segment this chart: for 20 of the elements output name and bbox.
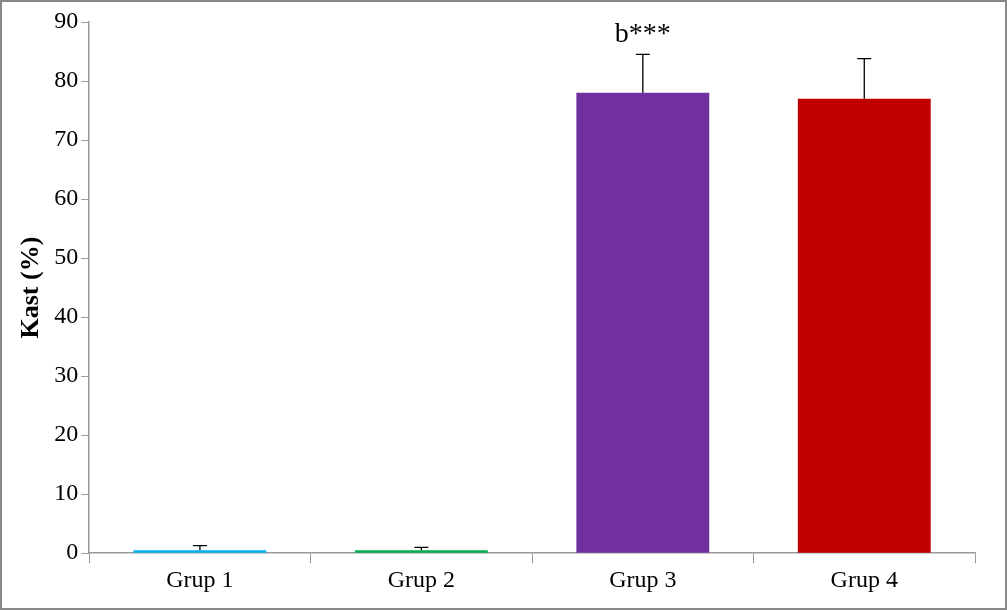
x-tick-label: Grup 3 bbox=[609, 565, 677, 592]
y-tick-label: 20 bbox=[54, 420, 79, 447]
bar bbox=[354, 550, 488, 553]
y-tick-label: 60 bbox=[54, 184, 79, 211]
y-tick-label: 90 bbox=[54, 7, 79, 34]
y-tick-label: 50 bbox=[54, 243, 79, 270]
annotation: b*** bbox=[614, 16, 671, 48]
bar bbox=[576, 92, 710, 553]
x-tick-label: Grup 2 bbox=[387, 565, 456, 592]
bar bbox=[133, 550, 267, 553]
x-tick-label: Grup 1 bbox=[166, 565, 234, 592]
y-tick-label: 40 bbox=[54, 302, 79, 329]
y-axis-title: Kast (%) bbox=[15, 236, 45, 339]
x-tick-label: Grup 4 bbox=[830, 565, 898, 592]
bar bbox=[797, 98, 931, 553]
y-tick-label: 80 bbox=[54, 66, 79, 93]
y-tick-label: 10 bbox=[54, 479, 79, 506]
y-tick-label: 30 bbox=[54, 361, 79, 388]
y-tick-label: 70 bbox=[54, 125, 79, 152]
y-tick-label: 0 bbox=[66, 538, 79, 565]
